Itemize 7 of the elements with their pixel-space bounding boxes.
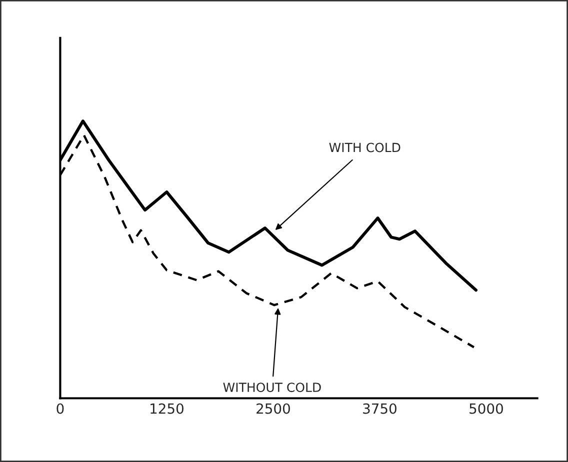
annotation: WITH COLD <box>329 142 400 152</box>
x-tick-label: 1250 <box>150 403 184 414</box>
x-tick-label: 5000 <box>470 403 503 414</box>
x-tick-label: 3750 <box>363 403 396 414</box>
annotation: WITHOUT COLD <box>223 382 321 392</box>
x-tick-label: 0 <box>56 403 64 414</box>
x-tick-label: 2500 <box>256 403 290 414</box>
